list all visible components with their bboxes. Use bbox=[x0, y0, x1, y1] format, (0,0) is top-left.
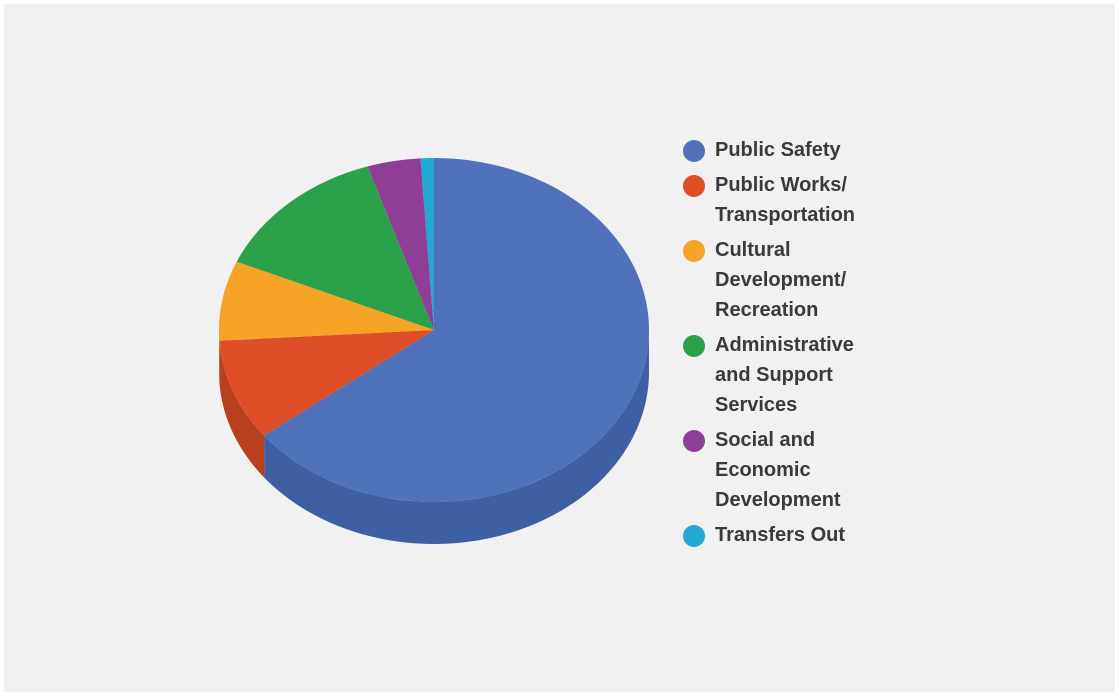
legend-swatch bbox=[683, 430, 705, 452]
pie-slice-transfers-out bbox=[420, 158, 434, 330]
legend-item-transfers-out: Transfers Out bbox=[683, 520, 943, 550]
legend-label: Public Safety bbox=[715, 139, 841, 161]
legend-swatch bbox=[683, 335, 705, 357]
pie-slice-public-safety bbox=[264, 158, 650, 502]
pie-side-public-works-transportation bbox=[219, 340, 265, 478]
legend-label: Administrative and Support Services bbox=[715, 334, 854, 416]
pie-slice-social-and-economic-development bbox=[367, 158, 434, 330]
legend-item-administrative-and-support-services: Administrative and Support Services bbox=[683, 330, 943, 420]
legend-swatch bbox=[683, 175, 705, 197]
legend-item-public-safety: Public Safety bbox=[683, 135, 943, 165]
pie-slice-administrative-and-support-services bbox=[236, 166, 434, 330]
pie-slices bbox=[218, 158, 650, 502]
legend-item-social-and-economic-development: Social and Economic Development bbox=[683, 425, 943, 515]
pie-side-public-safety bbox=[264, 332, 649, 544]
legend-label: Public Works/ Transportation bbox=[715, 174, 856, 226]
legend-swatch bbox=[683, 240, 705, 262]
pie-slice-cultural-development-recreation bbox=[218, 261, 434, 341]
legend-item-cultural-development-recreation: Cultural Development/ Recreation bbox=[683, 235, 943, 325]
legend-label: Transfers Out bbox=[715, 524, 846, 546]
pie-sides bbox=[219, 330, 649, 544]
pie-slice-public-works-transportation bbox=[219, 330, 434, 436]
legend-label: Social and Economic Development bbox=[715, 429, 841, 511]
legend-label: Cultural Development/ Recreation bbox=[715, 239, 847, 321]
legend-item-public-works-transportation: Public Works/ Transportation bbox=[683, 170, 943, 230]
legend-swatch bbox=[683, 140, 705, 162]
chart-legend: Public Safety Public Works/ Transportatio… bbox=[683, 135, 943, 555]
legend-swatch bbox=[683, 525, 705, 547]
